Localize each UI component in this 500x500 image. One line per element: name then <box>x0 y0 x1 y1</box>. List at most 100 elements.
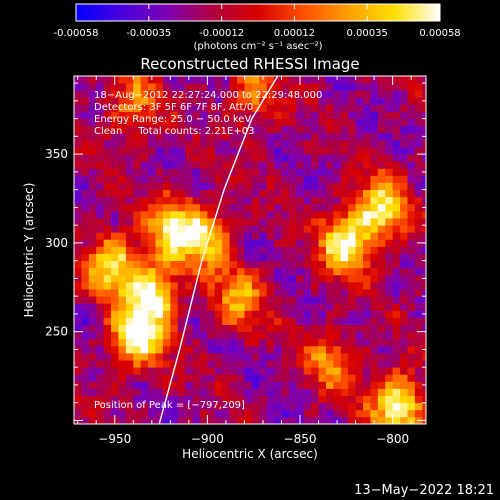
heatmap-cell <box>363 395 371 404</box>
heatmap-cell <box>111 381 119 389</box>
heatmap-cell <box>266 381 275 389</box>
heatmap-cell <box>177 260 186 269</box>
heatmap-cell <box>244 182 253 191</box>
heatmap-cell <box>207 395 216 404</box>
heatmap-cell <box>288 253 297 262</box>
heatmap-cell <box>244 338 253 347</box>
heatmap-cell <box>281 132 290 141</box>
heatmap-cell <box>370 381 379 389</box>
heatmap-cell <box>303 281 312 290</box>
heatmap-cell <box>400 324 408 333</box>
heatmap-cell <box>288 239 297 247</box>
heatmap-cell <box>244 374 253 382</box>
heatmap-cell <box>333 210 342 219</box>
heatmap-cell <box>170 104 179 112</box>
heatmap-cell <box>274 274 282 283</box>
heatmap-cell <box>207 374 216 382</box>
heatmap-cell <box>422 260 426 269</box>
heatmap-cell <box>400 90 408 98</box>
heatmap-cell <box>303 338 312 347</box>
heatmap-cell <box>177 274 186 283</box>
heatmap-cell <box>414 97 423 105</box>
y-tick-label: 300 <box>45 236 68 250</box>
heatmap-cell <box>170 374 179 382</box>
heatmap-cell <box>148 331 156 340</box>
heatmap-cell <box>192 381 201 389</box>
heatmap-cell <box>140 409 149 418</box>
heatmap-cell <box>140 274 149 283</box>
heatmap-cell <box>377 345 386 354</box>
heatmap-cell <box>162 139 171 148</box>
heatmap-cell <box>363 189 371 198</box>
heatmap-cell <box>385 352 394 361</box>
heatmap-cell <box>222 139 231 148</box>
heatmap-cell <box>125 175 134 183</box>
heatmap-cell <box>377 289 386 297</box>
heatmap-cell <box>414 232 423 240</box>
heatmap-cell <box>318 232 327 240</box>
heatmap-cell <box>177 409 186 418</box>
heatmap-cell <box>348 310 356 318</box>
heatmap-cell <box>192 189 201 198</box>
heatmap-cell <box>148 111 156 120</box>
heatmap-cell <box>355 395 364 404</box>
heatmap-cell <box>170 338 179 347</box>
heatmap-cell <box>370 225 379 233</box>
heatmap-cell <box>111 388 119 396</box>
heatmap-cell <box>259 402 268 411</box>
heatmap-cell <box>118 139 127 148</box>
heatmap-cell <box>414 338 423 347</box>
heatmap-cell <box>125 161 134 169</box>
heatmap-cell <box>96 360 105 368</box>
heatmap-cell <box>266 125 275 134</box>
heatmap-cell <box>222 253 231 262</box>
heatmap-cell <box>148 296 156 304</box>
heatmap-cell <box>288 374 297 382</box>
heatmap-cell <box>296 104 305 112</box>
heatmap-cell <box>385 182 394 191</box>
heatmap-cell <box>177 402 186 411</box>
heatmap-cell <box>303 175 312 183</box>
heatmap-cell <box>385 260 394 269</box>
heatmap-cell <box>111 189 119 198</box>
heatmap-cell <box>185 154 193 162</box>
heatmap-cell <box>333 125 342 134</box>
heatmap-cell <box>377 388 386 396</box>
heatmap-cell <box>155 338 164 347</box>
heatmap-cell <box>140 338 149 347</box>
heatmap-cell <box>311 232 319 240</box>
heatmap-cell <box>81 253 90 262</box>
heatmap-cell <box>340 338 349 347</box>
heatmap-cell <box>229 303 238 311</box>
heatmap-cell <box>251 260 260 269</box>
heatmap-cell <box>370 281 379 290</box>
heatmap-cell <box>340 125 349 134</box>
heatmap-cell <box>199 289 208 297</box>
heatmap-cell <box>177 281 186 290</box>
heatmap-cell <box>111 267 119 276</box>
heatmap-cell <box>103 210 112 219</box>
heatmap-cell <box>199 317 208 325</box>
heatmap-cell <box>207 203 216 212</box>
heatmap-cell <box>355 338 364 347</box>
heatmap-cell <box>214 104 223 112</box>
heatmap-cell <box>88 331 97 340</box>
heatmap-cell <box>96 388 105 396</box>
heatmap-cell <box>155 125 164 134</box>
heatmap-cell <box>266 352 275 361</box>
heatmap-cell <box>111 154 119 162</box>
heatmap-cell <box>355 118 364 127</box>
heatmap-cell <box>296 352 305 361</box>
heatmap-cell <box>162 189 171 198</box>
heatmap-cell <box>111 296 119 304</box>
heatmap-cell <box>140 203 149 212</box>
heatmap-cell <box>348 253 356 262</box>
heatmap-cell <box>325 289 334 297</box>
heatmap-cell <box>385 210 394 219</box>
heatmap-cell <box>407 154 416 162</box>
heatmap-cell <box>281 289 290 297</box>
heatmap-cell <box>392 352 401 361</box>
heatmap-cell <box>325 232 334 240</box>
heatmap-cell <box>363 97 371 105</box>
